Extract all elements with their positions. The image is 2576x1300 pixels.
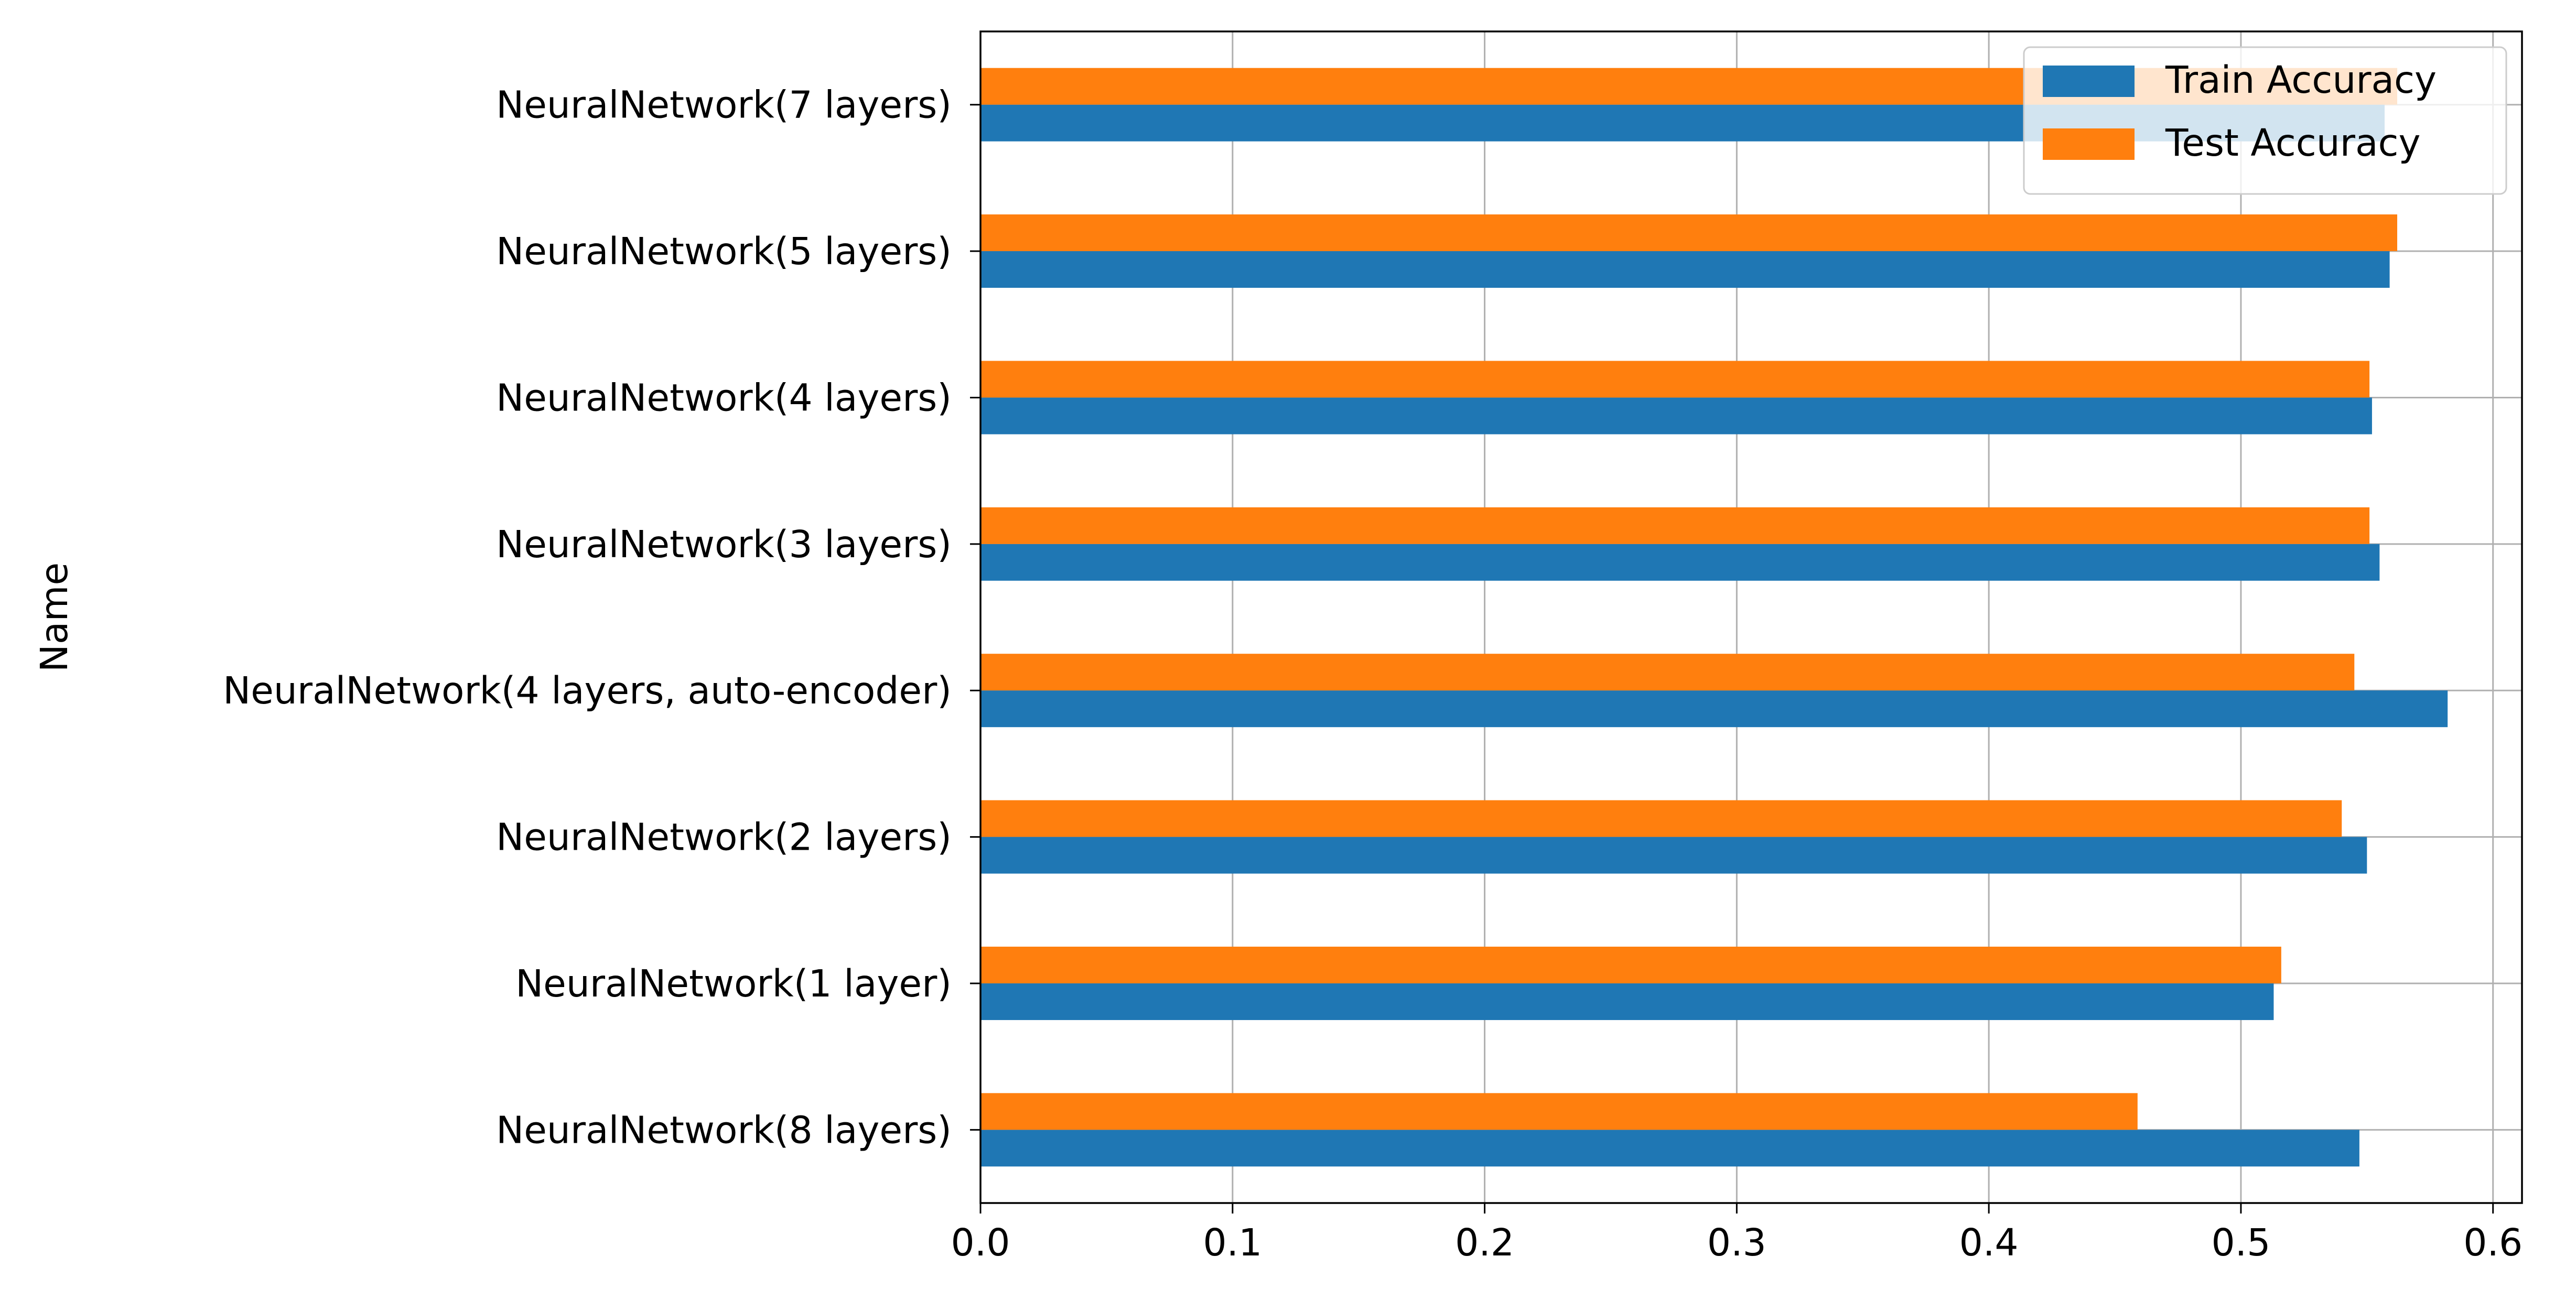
- legend-label-1: Test Accuracy: [2165, 121, 2421, 165]
- bar-train-accuracy-2: [980, 837, 2367, 874]
- bar-test-accuracy-4: [980, 507, 2370, 544]
- bar-test-accuracy-3: [980, 654, 2355, 691]
- x-tick-label-2: 0.2: [1455, 1221, 1514, 1264]
- y-axis-label: Name: [33, 562, 76, 672]
- y-tick-label-4: NeuralNetwork(3 layers): [496, 523, 952, 566]
- bar-test-accuracy-1: [980, 946, 2281, 983]
- bar-test-accuracy-2: [980, 800, 2342, 837]
- y-tick-label-5: NeuralNetwork(4 layers): [496, 376, 952, 419]
- bar-test-accuracy-0: [980, 1093, 2138, 1130]
- y-tick-label-1: NeuralNetwork(1 layer): [515, 962, 952, 1005]
- ticks: [970, 104, 2494, 1214]
- bar-train-accuracy-0: [980, 1130, 2359, 1167]
- legend-box: [2023, 46, 2507, 195]
- legend: Train Accuracy Test Accuracy: [2023, 46, 2507, 195]
- y-tick-label-7: NeuralNetwork(7 layers): [496, 83, 952, 127]
- x-tick-label-3: 0.3: [1707, 1221, 1766, 1264]
- x-tick-label-5: 0.5: [2211, 1221, 2270, 1264]
- bar-train-accuracy-6: [980, 251, 2390, 288]
- bar-train-accuracy-5: [980, 397, 2372, 435]
- x-tick-label-4: 0.4: [1959, 1221, 2019, 1264]
- bar-test-accuracy-5: [980, 361, 2370, 398]
- x-tick-label-6: 0.6: [2463, 1221, 2523, 1264]
- tick-labels: 0.0 0.1 0.2 0.3 0.4 0.5 0.6 NeuralNetwork(8 lay…: [223, 83, 2523, 1264]
- bars: [980, 68, 2448, 1167]
- legend-swatch-1: [2043, 128, 2135, 160]
- axes-frame: [979, 30, 2523, 1204]
- y-tick-label-0: NeuralNetwork(8 layers): [496, 1108, 952, 1152]
- bar-train-accuracy-1: [980, 983, 2274, 1020]
- y-tick-label-3: NeuralNetwork(4 layers, auto-encoder): [223, 669, 952, 712]
- legend-swatch-0: [2043, 66, 2135, 97]
- y-tick-label-2: NeuralNetwork(2 layers): [496, 816, 952, 859]
- x-tick-label-1: 0.1: [1203, 1221, 1262, 1264]
- bar-train-accuracy-4: [980, 544, 2380, 581]
- y-tick-label-6: NeuralNetwork(5 layers): [496, 230, 952, 273]
- bar-test-accuracy-6: [980, 214, 2398, 252]
- legend-label-0: Train Accuracy: [2165, 58, 2437, 102]
- x-tick-label-0: 0.0: [951, 1221, 1010, 1264]
- bar-train-accuracy-3: [980, 690, 2448, 728]
